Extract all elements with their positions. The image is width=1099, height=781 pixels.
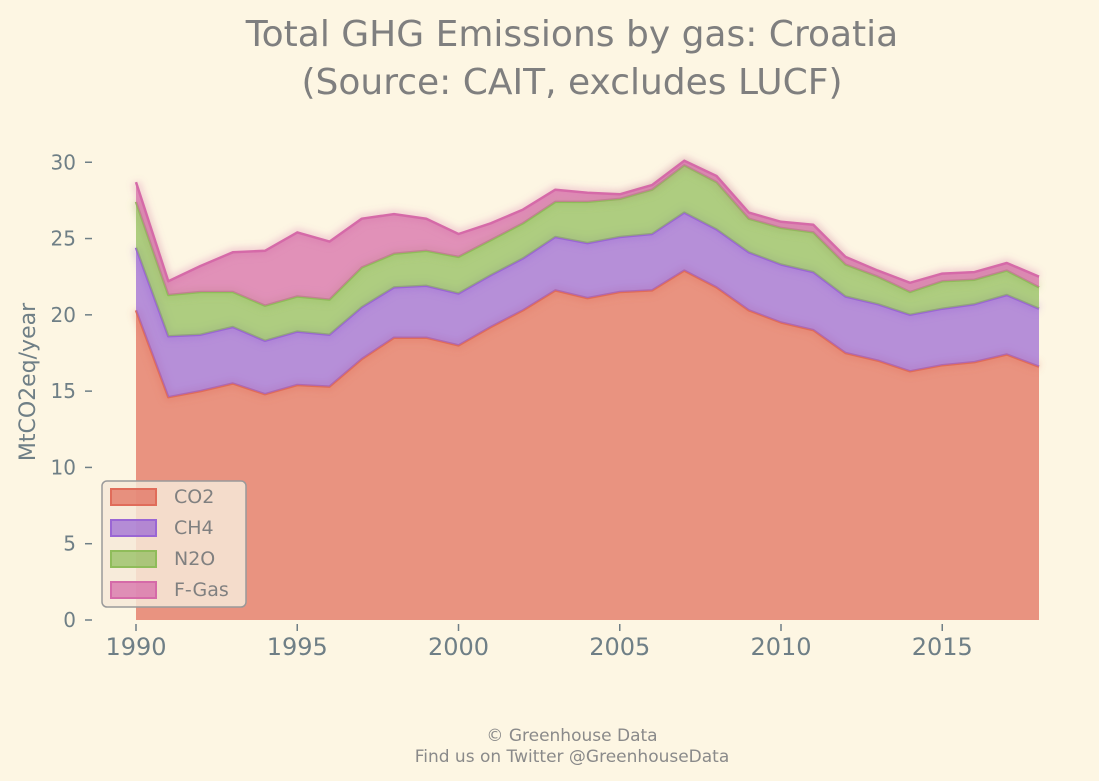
legend: CO2 CH4 N2O F-Gas — [101, 480, 247, 608]
footer-twitter: Find us on Twitter @GreenhouseData — [415, 747, 730, 767]
area-layers — [131, 156, 1042, 620]
x-tick-label: 2000 — [428, 633, 489, 661]
y-tick-label: 30 — [51, 150, 76, 174]
legend-label-n2o: N2O — [174, 548, 215, 570]
legend-label-co2: CO2 — [174, 486, 214, 508]
y-tick-label: 25 — [51, 227, 76, 251]
legend-box — [101, 480, 247, 608]
legend-swatch-ch4 — [110, 519, 157, 537]
x-tick-label: 2015 — [912, 633, 973, 661]
area-ch4 — [136, 212, 1039, 398]
legend-label-f-gas: F-Gas — [174, 579, 229, 601]
legend-label-ch4: CH4 — [174, 517, 214, 539]
chart-title-line-2: (Source: CAIT, excludes LUCF) — [301, 62, 842, 103]
area-f-gas — [136, 160, 1039, 306]
x-tick-label: 1990 — [105, 633, 166, 661]
legend-swatch-co2 — [110, 488, 157, 506]
y-tick-label: 15 — [51, 379, 76, 403]
area-n2o — [136, 165, 1039, 341]
y-tick-label: 20 — [51, 303, 76, 327]
y-tick-label: 0 — [63, 608, 76, 632]
y-axis: 0 5 10 15 20 25 30 — [51, 150, 92, 632]
legend-swatch-f-gas — [110, 581, 157, 599]
legend-swatch-n2o — [110, 550, 157, 568]
y-axis-label: MtCO2eq/year — [16, 302, 41, 461]
x-axis: 1990 1995 2000 2005 2010 2015 — [105, 624, 973, 661]
line-f-gas — [134, 159, 1040, 285]
footer-credit: © Greenhouse Data — [486, 726, 657, 746]
y-tick-label: 10 — [51, 455, 76, 479]
area-co2 — [136, 270, 1039, 620]
y-tick-label: 5 — [63, 532, 76, 556]
x-tick-label: 1995 — [267, 633, 328, 661]
x-tick-label: 2005 — [589, 633, 650, 661]
x-tick-label: 2010 — [750, 633, 811, 661]
chart-title-line-1: Total GHG Emissions by gas: Croatia — [245, 14, 898, 55]
